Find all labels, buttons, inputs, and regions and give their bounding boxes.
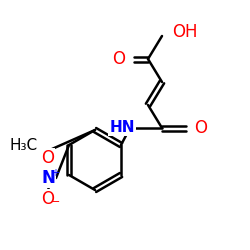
Text: N: N bbox=[41, 169, 55, 187]
Text: O: O bbox=[112, 50, 125, 68]
Text: O: O bbox=[42, 149, 54, 167]
Text: O: O bbox=[42, 190, 54, 208]
Text: OH: OH bbox=[172, 23, 198, 41]
Text: +: + bbox=[51, 168, 59, 178]
Text: −: − bbox=[51, 197, 61, 207]
Text: HN: HN bbox=[109, 120, 135, 136]
Text: H₃C: H₃C bbox=[10, 138, 38, 152]
Text: O: O bbox=[194, 119, 207, 137]
